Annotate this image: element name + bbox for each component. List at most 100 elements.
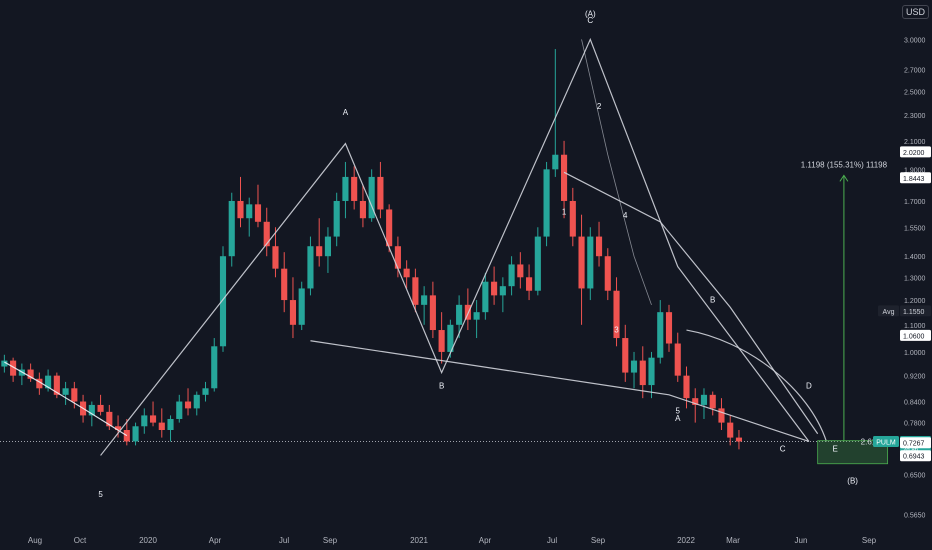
- y-tick-label: 2.1000: [904, 139, 926, 146]
- candle-body: [176, 401, 183, 419]
- candle-body: [456, 304, 463, 325]
- candles-layer: [0, 49, 892, 450]
- y-tick-label: 1.3000: [904, 275, 926, 282]
- candle-body: [727, 422, 734, 438]
- wave-line: [563, 171, 819, 435]
- y-tick-label: 1.5500: [904, 225, 926, 232]
- y-tick-label: 0.8400: [904, 400, 926, 407]
- candle-body: [674, 343, 681, 376]
- wave-label: 3: [614, 326, 619, 335]
- candle-body: [211, 346, 218, 389]
- candle-body: [700, 394, 708, 405]
- candle-body: [132, 426, 139, 442]
- candle-body: [482, 281, 489, 313]
- candle-body: [578, 236, 585, 289]
- x-tick-label: Oct: [74, 536, 87, 545]
- x-tick-label: Mar: [726, 536, 740, 545]
- y-tick-label: 1.4000: [904, 254, 926, 261]
- price-label-text: 2.0200: [903, 150, 925, 157]
- price-label-box: [900, 450, 931, 462]
- candle-body: [665, 312, 673, 344]
- wave-label: 1: [562, 208, 567, 217]
- candle-body: [333, 200, 340, 237]
- y-tick-label: 3.0000: [904, 37, 926, 44]
- candle-body: [316, 246, 323, 257]
- measure-arrow-head: [839, 174, 849, 182]
- wave-label: E: [832, 444, 837, 453]
- candle-body: [281, 268, 288, 301]
- y-tick-label: 2.3000: [904, 113, 926, 120]
- y-tick-label: 2.5000: [904, 89, 926, 96]
- candle-body: [289, 300, 297, 325]
- wave-line: [310, 340, 810, 443]
- candle-body: [184, 401, 192, 409]
- y-tick-label: 0.5650: [904, 512, 926, 519]
- price-label-box: [900, 146, 931, 158]
- candle-body: [604, 256, 611, 291]
- candle-body: [403, 268, 410, 278]
- target-zone-box: [817, 440, 889, 465]
- symbol-tag: PULM: [876, 439, 896, 446]
- price-label-box: [900, 329, 931, 341]
- wave-label: C: [587, 16, 593, 25]
- price-label-text: 0.6943: [903, 454, 925, 461]
- wave-lines-layer: [4, 37, 889, 465]
- candle-body: [517, 264, 524, 278]
- candle-body: [167, 418, 174, 430]
- candle-body: [464, 304, 471, 320]
- candle-body: [36, 378, 43, 389]
- candle-body: [552, 154, 559, 170]
- candle-body: [648, 357, 655, 386]
- candle-body: [560, 154, 568, 201]
- y-tick-label: 0.7800: [904, 421, 926, 428]
- candle-body: [27, 369, 34, 379]
- wave-label: A: [675, 414, 681, 423]
- price-label-text: 0.7267: [903, 441, 925, 448]
- candle-body: [106, 411, 113, 427]
- x-tick-label: Apr: [209, 536, 222, 545]
- candle-body: [45, 375, 52, 389]
- candle-body: [412, 277, 419, 305]
- candle-body: [228, 200, 235, 257]
- price-label-box: [900, 172, 931, 184]
- wave-line: [4, 361, 128, 437]
- symbol-tag-box: [873, 435, 899, 447]
- x-tick-label: Sep: [591, 536, 606, 545]
- candle-body: [587, 236, 594, 289]
- x-tick-label: Jun: [795, 536, 808, 545]
- candle-body: [219, 256, 227, 347]
- price-label-text: 1.1550: [903, 309, 925, 316]
- candle-body: [709, 394, 716, 409]
- candle-body: [386, 209, 393, 247]
- candle-body: [298, 288, 305, 325]
- candle-body: [237, 200, 244, 219]
- price-label-box: [900, 305, 931, 317]
- candle-body: [193, 394, 200, 409]
- time-axis: Aug Oct 2020 Apr Jul Sep 2021 Apr Jul Sep 2022 Mar J…: [28, 536, 877, 545]
- y-tick-label: 1.1000: [904, 323, 926, 330]
- wave-label: A: [343, 108, 349, 117]
- currency-selector[interactable]: USD: [901, 5, 929, 19]
- candle-body: [630, 360, 638, 373]
- wave-line: [581, 39, 652, 305]
- y-tick-label: 0.6500: [904, 472, 926, 479]
- candle-body: [543, 169, 550, 237]
- price-axis[interactable]: 3.0000 2.7000 2.5000 2.3000 2.1000 1.9000 1.70…: [873, 0, 932, 550]
- x-tick-label: Sep: [862, 536, 877, 545]
- price-label-text: 1.0600: [903, 333, 925, 340]
- candle-body: [97, 404, 104, 412]
- candle-body: [62, 388, 69, 395]
- candle-body: [718, 408, 725, 423]
- candle-body: [158, 422, 165, 430]
- y-tick-label: 0.9200: [904, 374, 926, 381]
- candle-body: [359, 200, 366, 219]
- wave-label: B: [439, 381, 444, 390]
- wave-line: [100, 37, 810, 456]
- candle-body: [692, 398, 699, 405]
- wave-label: 5: [98, 490, 103, 499]
- candle-body: [595, 236, 603, 257]
- candle-body: [324, 236, 332, 257]
- candle-body: [622, 338, 629, 373]
- x-tick-label: Sep: [323, 536, 338, 545]
